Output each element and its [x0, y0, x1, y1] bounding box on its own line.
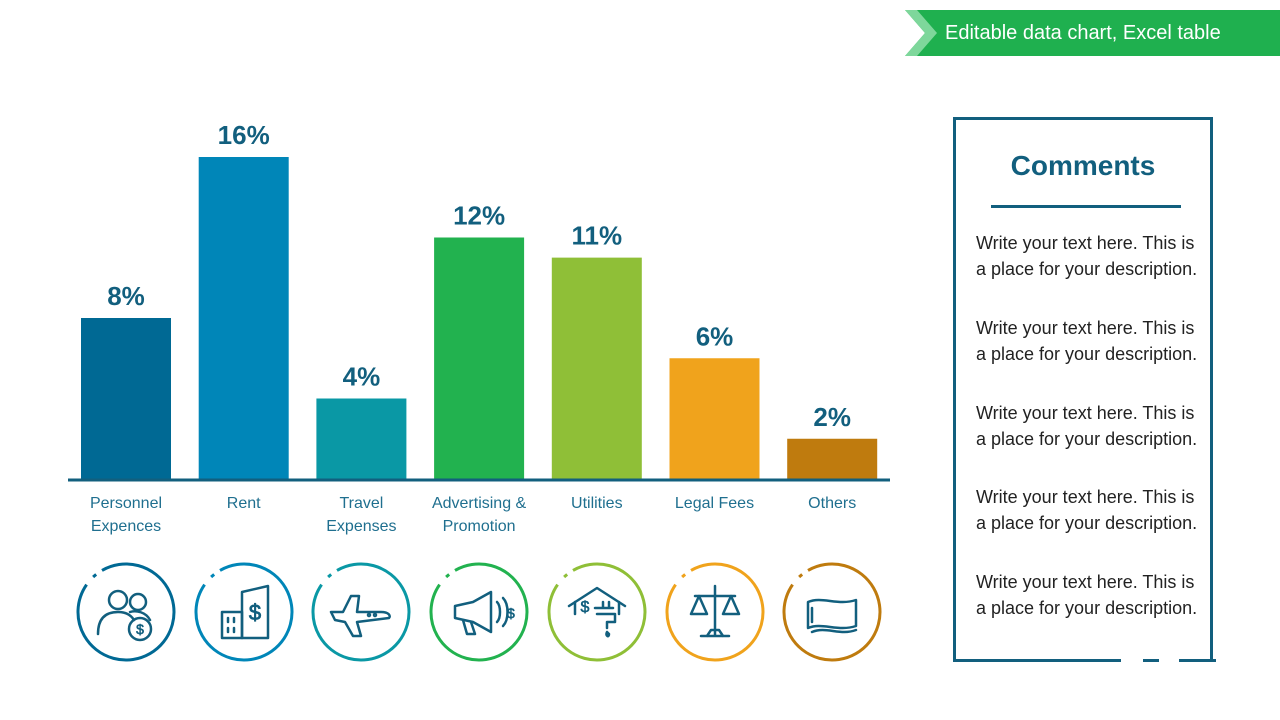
banknote-icon	[782, 562, 882, 662]
comment-item-1: Write your text here. This is a place fo…	[976, 233, 1198, 279]
category-label-5: Utilities	[537, 492, 657, 515]
value-label-2: 16%	[218, 120, 270, 150]
category-label-line: Others	[808, 495, 857, 512]
category-label-7: Others	[772, 492, 892, 515]
megaphone-icon: $	[429, 562, 529, 662]
category-label-line: Personnel	[89, 495, 163, 512]
bar-6	[669, 358, 760, 479]
value-label-4: 12%	[453, 201, 505, 231]
bar-3	[316, 398, 407, 479]
banner: Editable data chart, Excel table	[905, 10, 1280, 56]
bar-7	[787, 438, 878, 479]
scales-icon	[665, 562, 765, 662]
bar-5	[551, 257, 642, 479]
category-label-1: Personnel Expences	[66, 492, 186, 538]
svg-text:$: $	[249, 600, 261, 625]
bar-2	[198, 157, 289, 479]
bar-4	[434, 237, 525, 479]
svg-text:$: $	[580, 599, 589, 616]
category-label-2: Rent	[184, 492, 304, 515]
category-label-4: Advertising & Promotion	[419, 492, 539, 538]
value-label-5: 11%	[571, 221, 622, 251]
bar-1	[81, 318, 171, 479]
category-label-3: Travel Expenses	[301, 492, 421, 538]
banner-shape	[905, 10, 1280, 56]
category-label-line: Advertising &	[431, 495, 527, 512]
comment-item-5: Write your text here. This is a place fo…	[976, 572, 1198, 618]
category-label-line: Expenses	[326, 518, 397, 535]
airplane-icon	[311, 562, 411, 662]
value-label-3: 4%	[343, 362, 381, 392]
comment-item-2: Write your text here. This is a place fo…	[976, 318, 1198, 364]
comments-divider	[991, 205, 1181, 208]
category-label-6: Legal Fees	[655, 492, 775, 515]
category-label-line: Expences	[90, 518, 162, 535]
comment-item-4: Write your text here. This is a place fo…	[976, 487, 1198, 533]
category-label-line: Promotion	[442, 518, 516, 535]
house-faucet-icon: $	[547, 562, 647, 662]
comments-bottom-border	[953, 659, 1216, 662]
value-label-1: 8%	[107, 281, 145, 311]
value-label-6: 6%	[696, 321, 734, 351]
svg-text:$: $	[136, 621, 144, 637]
category-label-line: Travel	[339, 495, 384, 512]
comments-title: Comments	[1010, 150, 1156, 181]
bar-chart: 8% 16% 4% 12% 11% 6% 2%	[68, 120, 890, 482]
banner-text: Editable data chart, Excel table	[945, 22, 1221, 44]
people-money-icon: $	[76, 562, 176, 662]
value-label-7: 2%	[813, 402, 851, 432]
comments-panel: Comments Write your text here. This is a…	[953, 117, 1213, 659]
building-dollar-icon: $	[194, 562, 294, 662]
category-label-line: Rent	[226, 495, 261, 512]
comment-item-3: Write your text here. This is a place fo…	[976, 403, 1198, 449]
svg-text:$: $	[507, 605, 515, 621]
category-label-line: Legal Fees	[674, 495, 755, 512]
category-label-line: Utilities	[571, 495, 623, 512]
